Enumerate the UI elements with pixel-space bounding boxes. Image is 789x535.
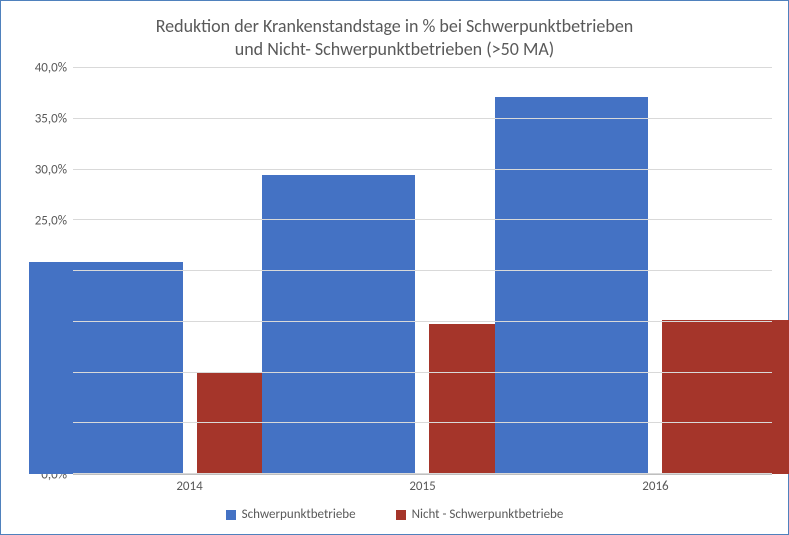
grid-line	[73, 118, 772, 119]
bars-layer	[73, 68, 772, 474]
x-axis-row: 2014 2015 2016	[17, 475, 772, 501]
grid-line	[73, 372, 772, 373]
bar	[495, 97, 649, 474]
chart-title-line2: und Nicht- Schwerpunktbetrieben (>50 MA)	[235, 38, 554, 60]
x-axis: 2014 2015 2016	[73, 475, 772, 501]
bar	[29, 262, 183, 474]
grid-line	[73, 473, 772, 474]
legend-swatch	[396, 510, 406, 520]
legend: Schwerpunktbetriebe Nicht - Schwerpunktbe…	[17, 501, 772, 524]
y-tick-label: 40,0%	[35, 61, 67, 76]
grid-line	[73, 67, 772, 68]
legend-label: Schwerpunktbetriebe	[242, 507, 356, 522]
grid-line	[73, 219, 772, 220]
bar	[662, 320, 789, 474]
legend-label: Nicht - Schwerpunktbetriebe	[412, 507, 564, 522]
y-tick-label: 30,0%	[35, 162, 67, 177]
chart-title-line1: Reduktion der Krankenstandstage in % bei…	[156, 15, 634, 37]
grid-line	[73, 321, 772, 322]
grid-line	[73, 270, 772, 271]
grid-line	[73, 422, 772, 423]
x-tick-label: 2016	[642, 479, 668, 494]
plot-area	[73, 68, 772, 475]
chart-frame: Reduktion der Krankenstandstage in % bei…	[0, 0, 789, 535]
chart-title: Reduktion der Krankenstandstage in % bei…	[47, 15, 742, 60]
y-tick-label: 35,0%	[35, 111, 67, 126]
legend-item: Nicht - Schwerpunktbetriebe	[396, 507, 564, 522]
plot-row: 0,0%5,0%10,0%15,0%20,0%25,0%30,0%35,0%40…	[17, 68, 772, 475]
x-tick-label: 2014	[176, 479, 202, 494]
grid-line	[73, 169, 772, 170]
y-tick-label: 25,0%	[35, 213, 67, 228]
legend-item: Schwerpunktbetriebe	[226, 507, 356, 522]
legend-swatch	[226, 510, 236, 520]
x-tick-label: 2015	[409, 479, 435, 494]
